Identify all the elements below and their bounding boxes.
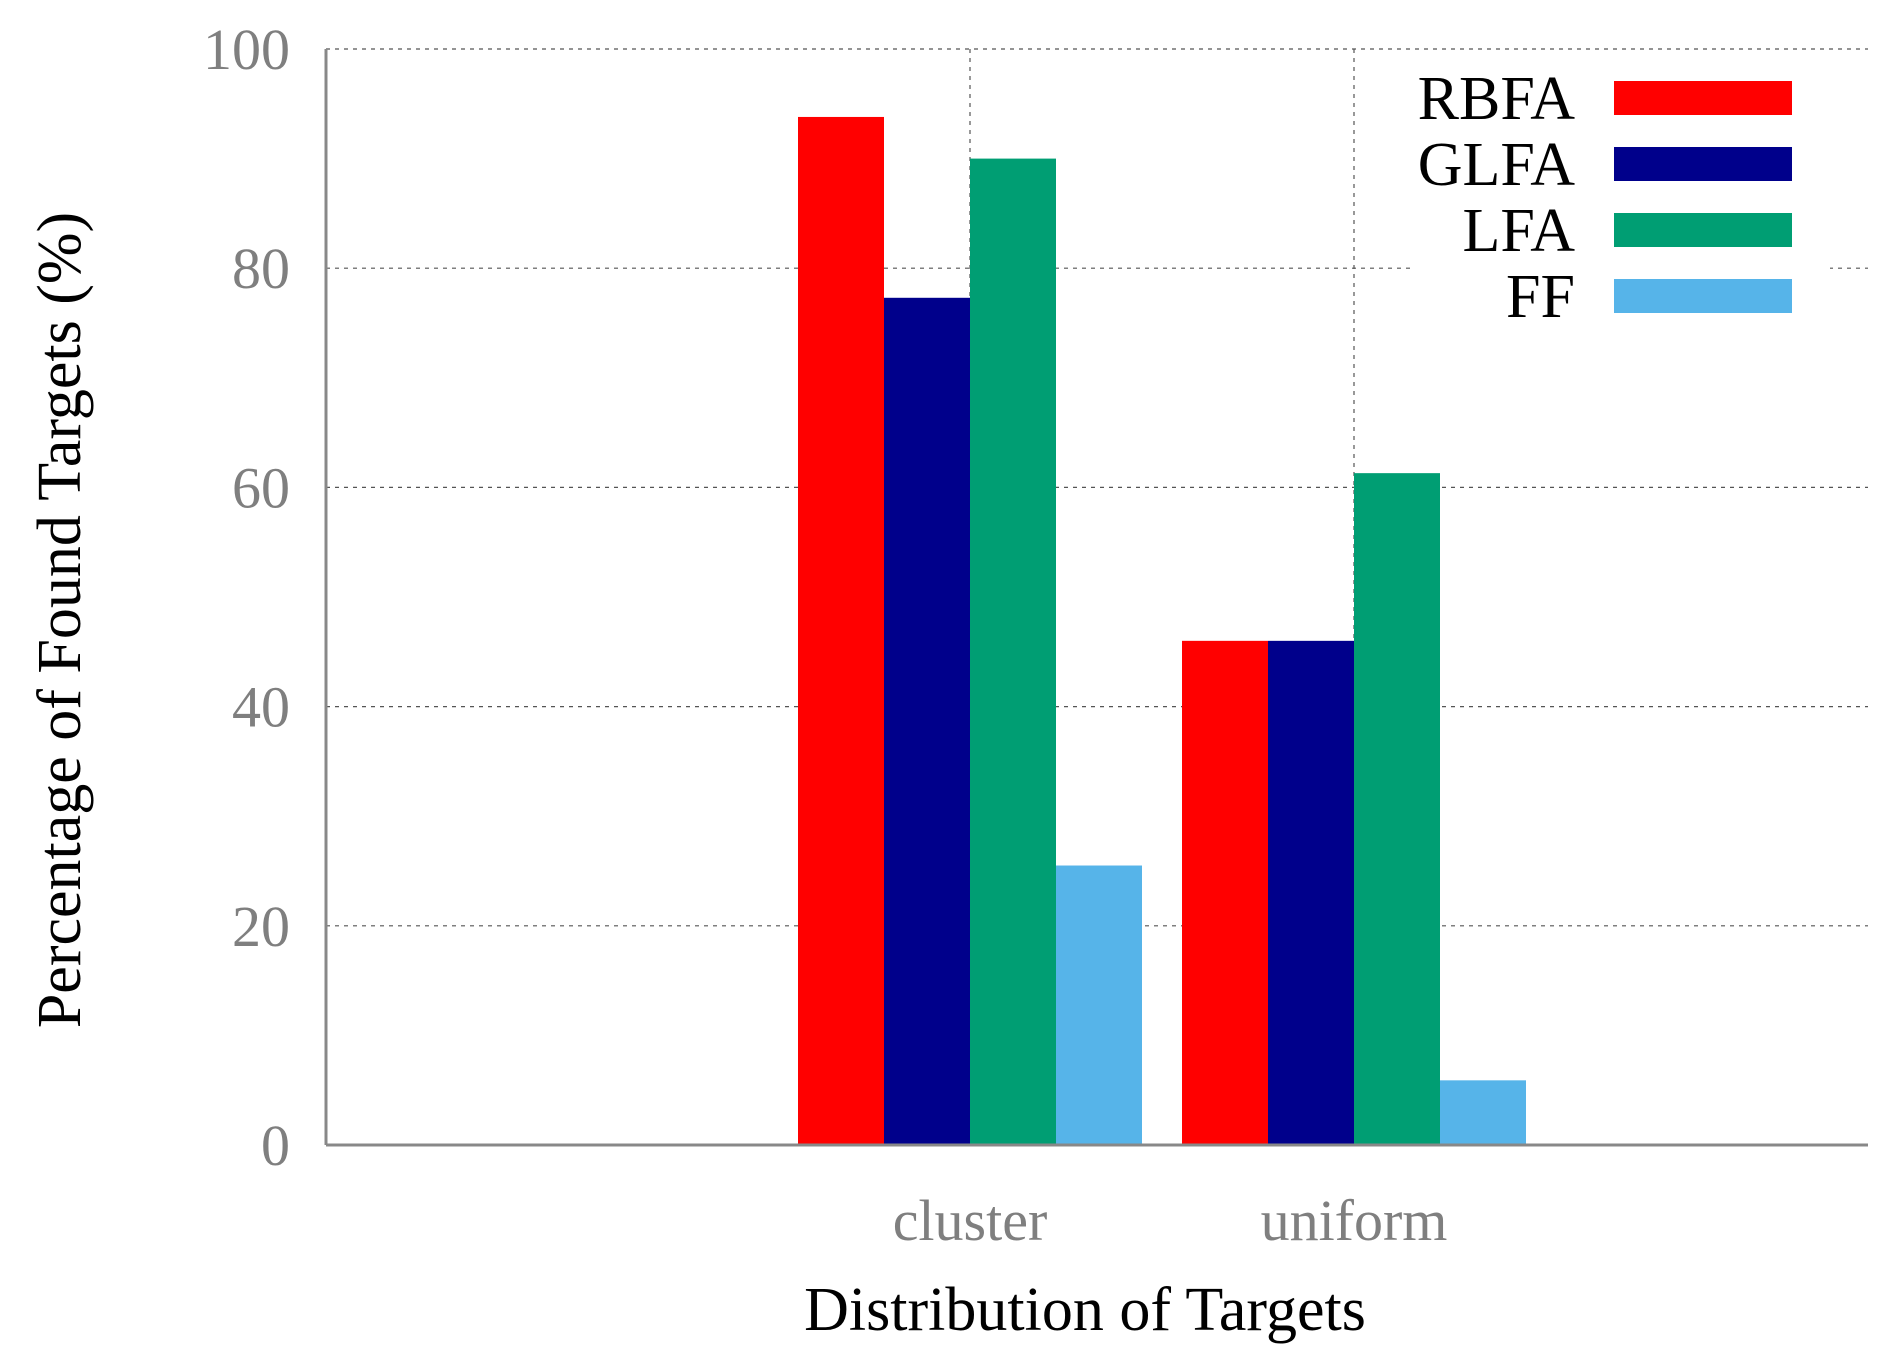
- legend-label-rbfa: RBFA: [1418, 65, 1576, 133]
- tick-labels: 0 20 40 60 80 100 cluster uniform: [203, 17, 1447, 1253]
- legend-swatch-ff: [1614, 279, 1792, 313]
- bar-ff-uniform: [1440, 1080, 1526, 1145]
- y-axis-title: Percentage of Found Targets (%): [26, 212, 94, 1028]
- legend-swatch-glfa: [1614, 147, 1792, 181]
- legend-swatch-rbfa: [1614, 81, 1792, 115]
- y-tick-label: 100: [203, 17, 290, 82]
- legend-label-glfa: GLFA: [1418, 131, 1576, 199]
- y-tick-label: 0: [261, 1113, 290, 1178]
- axes: [324, 49, 1868, 1147]
- bar-glfa-uniform: [1268, 640, 1354, 1145]
- x-tick-label: uniform: [1261, 1188, 1448, 1253]
- y-tick-label: 40: [232, 675, 290, 740]
- y-tick-label: 20: [232, 894, 290, 959]
- y-tick-label: 60: [232, 455, 290, 520]
- bars: [798, 116, 1526, 1146]
- bar-glfa-cluster: [884, 297, 970, 1145]
- bar-lfa-cluster: [970, 158, 1056, 1146]
- legend-label-ff: FF: [1506, 263, 1575, 331]
- y-tick-label: 80: [232, 236, 290, 301]
- bar-lfa-uniform: [1354, 473, 1440, 1146]
- bar-rbfa-uniform: [1182, 640, 1268, 1145]
- legend-label-lfa: LFA: [1462, 197, 1575, 265]
- bar-rbfa-cluster: [798, 116, 884, 1145]
- legend-swatch-lfa: [1614, 213, 1792, 247]
- x-tick-label: cluster: [893, 1188, 1048, 1253]
- x-axis-title: Distribution of Targets: [804, 1276, 1366, 1344]
- bar-ff-cluster: [1056, 865, 1142, 1145]
